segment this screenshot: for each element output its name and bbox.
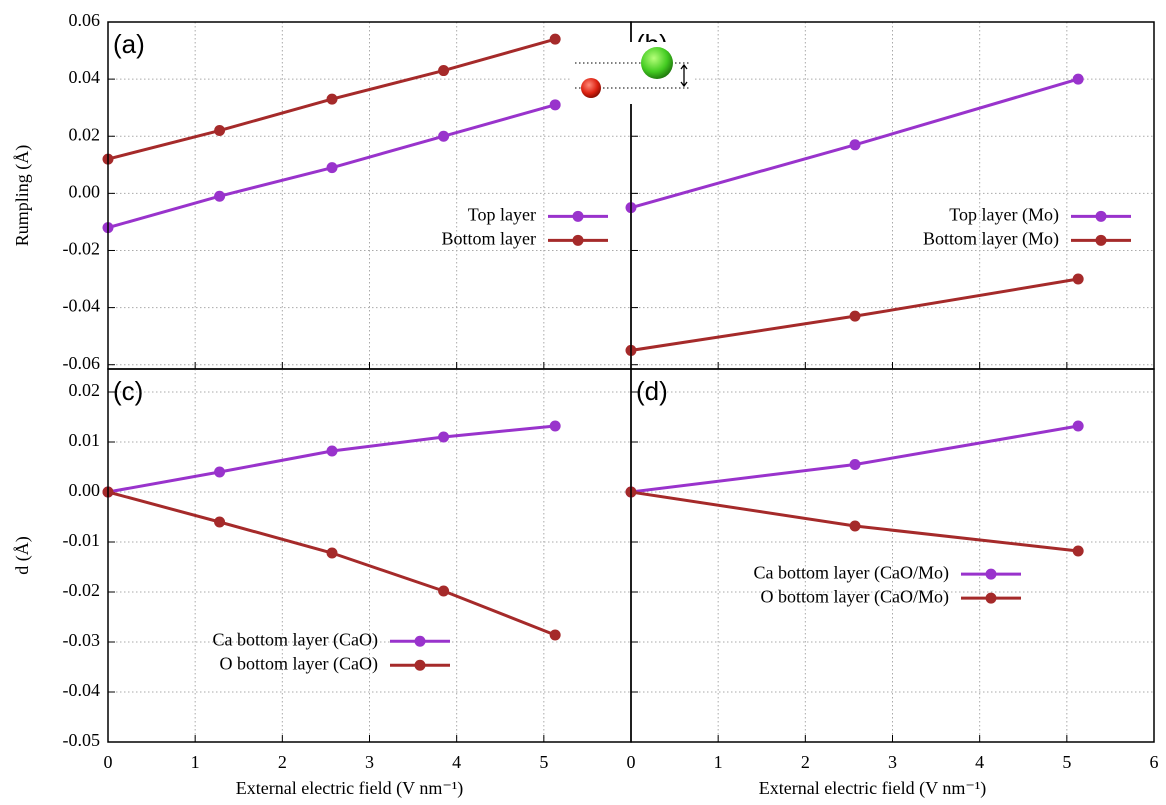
data-point	[849, 459, 861, 470]
data-point	[438, 65, 450, 77]
legend-label: O bottom layer (CaO/Mo)	[761, 586, 949, 607]
legend-label: Top layer (Mo)	[949, 204, 1059, 225]
data-point	[326, 547, 338, 559]
series-line	[107, 490, 556, 637]
panel-label: (c)	[113, 376, 143, 406]
x-tick-label: 5	[1062, 752, 1071, 772]
data-point	[214, 516, 226, 528]
y-tick-label: 0.02	[69, 124, 101, 144]
y-tick-label: -0.02	[63, 239, 101, 259]
x-tick-label: 1	[714, 752, 723, 772]
y-tick-label: 0.01	[69, 430, 101, 450]
legend-marker	[985, 568, 997, 580]
data-point	[438, 130, 450, 142]
legend-label: Bottom layer (Mo)	[923, 228, 1059, 249]
series-line	[630, 424, 1079, 494]
y-tick-label: -0.03	[63, 630, 101, 650]
x-tick-label: 6	[1150, 752, 1159, 772]
panel-frame	[630, 368, 1155, 743]
inset-o-atom	[581, 78, 601, 98]
inset-ca-atom	[641, 47, 673, 79]
x-tick-label: 0	[104, 752, 113, 772]
data-point	[326, 162, 338, 174]
legend-label: Ca bottom layer (CaO/Mo)	[754, 562, 949, 583]
legend-marker	[985, 592, 997, 604]
data-point	[1072, 420, 1084, 432]
data-point	[326, 93, 338, 105]
y-tick-label: 0.00	[69, 480, 101, 500]
legend-label: Top layer	[468, 204, 536, 224]
legend-marker	[1095, 210, 1107, 222]
y-tick-label: 0.04	[69, 67, 101, 87]
x-axis-label: External electric field (V nm⁻¹)	[759, 778, 986, 799]
data-point	[214, 190, 226, 202]
x-axis-label: External electric field (V nm⁻¹)	[236, 778, 463, 799]
panel-label: (a)	[113, 29, 145, 59]
data-point	[438, 585, 450, 597]
data-point	[1072, 73, 1084, 85]
inset-arrow	[680, 63, 688, 88]
data-point	[549, 33, 561, 45]
y-tick-label: -0.01	[63, 530, 101, 550]
x-tick-label: 5	[539, 752, 548, 772]
y-tick-label: -0.04	[63, 296, 101, 316]
data-point	[849, 520, 861, 532]
y-tick-label: -0.04	[63, 680, 101, 700]
data-point	[1072, 273, 1084, 285]
data-point	[214, 125, 226, 137]
y-tick-label: 0.02	[69, 380, 101, 400]
series-line	[107, 424, 556, 494]
data-point	[849, 139, 861, 151]
data-point	[849, 310, 861, 322]
panel-label: (d)	[636, 376, 668, 406]
data-point	[549, 629, 561, 641]
x-tick-label: 1	[191, 752, 200, 772]
data-point	[326, 445, 338, 457]
y-tick-label: 0.00	[69, 181, 101, 201]
legend-marker	[414, 659, 426, 671]
y-axis-label: Rumpling (Å)	[12, 145, 33, 247]
legend-marker	[572, 210, 584, 222]
data-point	[438, 431, 450, 443]
legend-label: O bottom layer (CaO)	[220, 653, 378, 674]
data-point	[549, 99, 561, 111]
data-point	[214, 466, 226, 478]
x-tick-label: 3	[365, 752, 374, 772]
x-tick-label: 4	[452, 752, 461, 772]
x-tick-label: 2	[278, 752, 287, 772]
y-tick-label: -0.02	[63, 580, 101, 600]
legend-marker	[1095, 234, 1107, 246]
x-tick-label: 0	[627, 752, 636, 772]
legend-marker	[414, 635, 426, 647]
x-tick-label: 2	[801, 752, 810, 772]
legend-label: Bottom layer	[442, 228, 536, 248]
x-tick-label: 4	[975, 752, 984, 772]
plots: 0.06 0.04 0.02 0.00 -0.02 -0.04 -0.06 (a) Rumpli…	[12, 10, 1158, 799]
y-tick-label: -0.06	[63, 353, 101, 373]
data-point	[1072, 545, 1084, 557]
legend-marker	[572, 234, 584, 246]
y-axis-label: d (Å)	[12, 536, 33, 575]
data-point	[549, 420, 561, 432]
legend-label: Ca bottom layer (CaO)	[213, 629, 378, 650]
inset	[572, 42, 694, 104]
y-tick-label: 0.06	[69, 10, 101, 30]
x-tick-label: 3	[888, 752, 897, 772]
y-tick-label: -0.05	[63, 730, 101, 750]
